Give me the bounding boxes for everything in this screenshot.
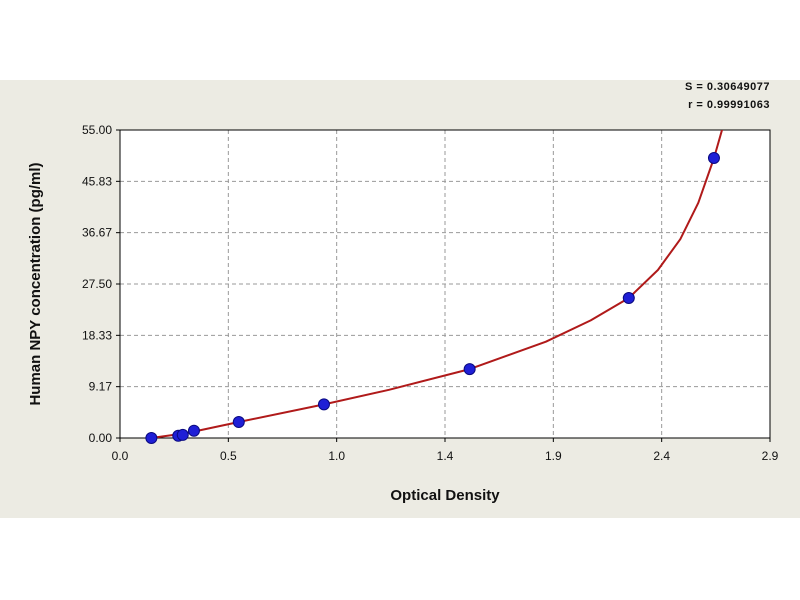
data-point: [176, 428, 189, 441]
stat-s: S = 0.30649077: [685, 81, 770, 93]
data-point: [463, 363, 476, 376]
data-points: [145, 152, 720, 444]
x-tick-label: 1.9: [545, 449, 562, 463]
data-point: [232, 416, 245, 429]
x-tick-label: 2.9: [762, 449, 779, 463]
y-axis: 0.00 9.17 18.33 27.50 36.67 45.83 55.00: [82, 123, 120, 445]
data-point: [187, 424, 200, 437]
y-tick-label: 9.17: [89, 380, 113, 394]
data-point: [622, 292, 635, 304]
y-tick-label: 0.00: [89, 431, 113, 445]
x-tick-label: 0.0: [112, 449, 129, 463]
data-point: [707, 152, 720, 164]
y-axis-label: Human NPY concentration (pg/ml): [27, 162, 44, 405]
x-tick-label: 2.4: [653, 449, 670, 463]
y-tick-label: 27.50: [82, 277, 112, 291]
y-tick-label: 18.33: [82, 328, 112, 342]
x-axis: 0.0 0.5 1.0 1.4 1.9 2.4 2.9: [112, 438, 779, 463]
x-axis-label: Optical Density: [390, 487, 500, 504]
fit-curve-layer: [151, 130, 724, 438]
stat-r: r = 0.99991063: [688, 99, 770, 111]
grid: [120, 130, 770, 438]
fit-curve: [151, 130, 724, 438]
y-tick-label: 45.83: [82, 174, 112, 188]
x-tick-label: 1.0: [328, 449, 345, 463]
x-tick-label: 1.4: [437, 449, 454, 463]
data-point: [317, 398, 330, 411]
data-point: [145, 432, 158, 444]
y-tick-label: 36.67: [82, 226, 112, 240]
y-tick-label: 55.00: [82, 123, 112, 137]
x-tick-label: 0.5: [220, 449, 237, 463]
